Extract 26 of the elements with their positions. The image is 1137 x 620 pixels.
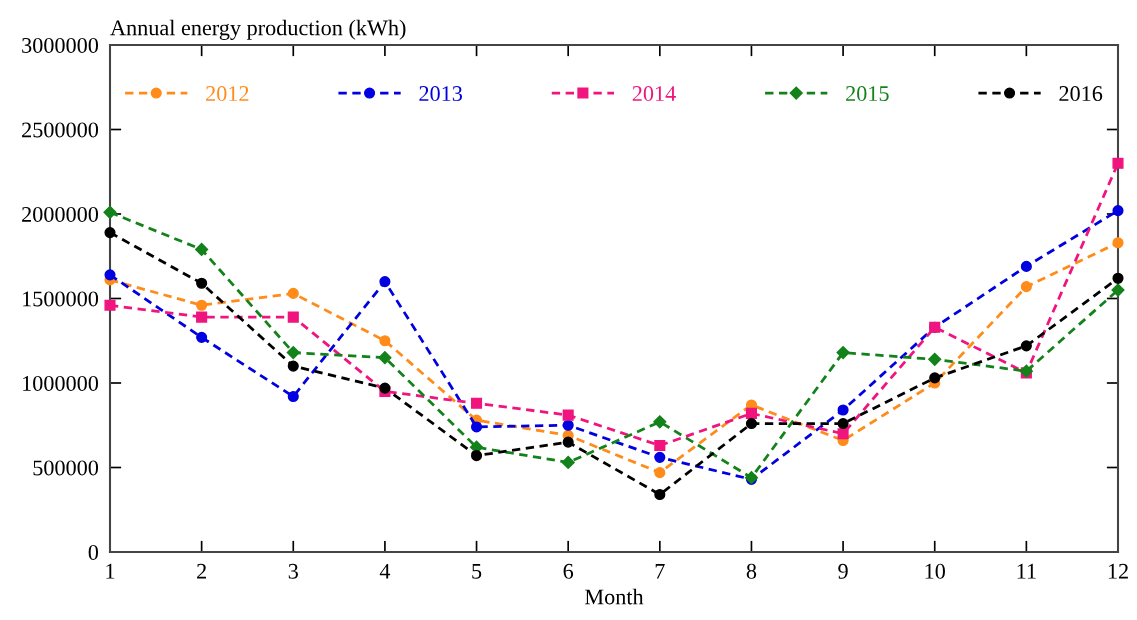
x-tick-label: 9 bbox=[838, 563, 848, 579]
x-tick-label: 10 bbox=[925, 563, 945, 579]
legend-label: 2014 bbox=[632, 86, 676, 102]
x-axis-title: Month bbox=[585, 588, 644, 605]
y-tick-label: 3000000 bbox=[22, 37, 99, 53]
y-tick-label: 1500000 bbox=[23, 291, 99, 307]
x-tick-label: 12 bbox=[1108, 563, 1128, 579]
legend-label: 2012 bbox=[206, 86, 249, 102]
legend-label: 2013 bbox=[419, 86, 463, 102]
x-tick-label: 6 bbox=[563, 563, 574, 579]
y-tick-label: 1000000 bbox=[23, 375, 99, 391]
y-axis-title: Annual energy production (kWh) bbox=[110, 19, 406, 40]
x-tick-label: 5 bbox=[472, 563, 482, 579]
x-tick-label: 1 bbox=[106, 563, 115, 579]
y-tick-label: 500000 bbox=[33, 460, 99, 476]
legend-label: 2015 bbox=[846, 86, 889, 102]
x-tick-label: 7 bbox=[655, 563, 665, 579]
x-tick-label: 11 bbox=[1017, 563, 1036, 579]
y-tick-label: 2500000 bbox=[22, 122, 99, 138]
legend-label: 2016 bbox=[1059, 86, 1103, 102]
x-tick-label: 3 bbox=[288, 563, 298, 579]
y-tick-label: 2000000 bbox=[22, 206, 99, 222]
x-tick-label: 8 bbox=[746, 563, 757, 579]
x-tick-label: 4 bbox=[379, 563, 391, 579]
x-tick-label: 2 bbox=[197, 563, 206, 579]
y-tick-label: 0 bbox=[88, 544, 99, 560]
